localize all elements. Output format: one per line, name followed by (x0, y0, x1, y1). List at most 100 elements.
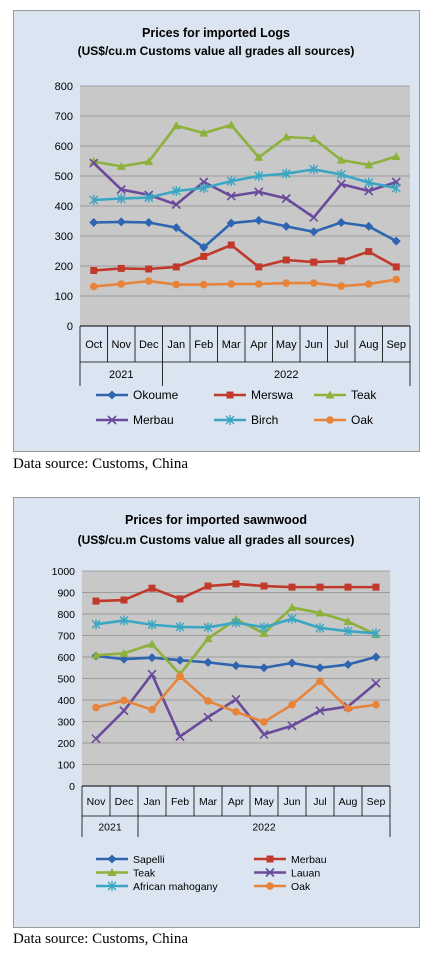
sawnwood-legend-marker (266, 882, 274, 890)
logs-series-merswa-point (200, 252, 208, 260)
sawnwood-x-tick-label: Apr (228, 796, 245, 808)
sawnwood-x-tick-label: Sep (367, 796, 386, 808)
logs-series-merswa-line (93, 243, 397, 272)
sawnwood-series-teak-point (259, 628, 269, 637)
sawnwood-series-lauan-point (203, 712, 213, 722)
logs-series-oak-point (89, 282, 98, 291)
logs-y-tick-label: 0 (67, 321, 73, 333)
logs-series-okoume-point (309, 227, 319, 237)
logs-legend-label: Birch (251, 413, 278, 427)
logs-series-merbau-point (281, 193, 291, 204)
sawnwood-series-oak-point (92, 703, 100, 712)
sawnwood-x-tick-label: Jul (313, 796, 326, 808)
logs-title: Prices for imported Logs (142, 26, 290, 40)
logs-year-label: 2022 (274, 369, 298, 381)
sawnwood-chart-panel: Prices for imported sawnwood (US$/cu.m Cu… (13, 497, 420, 928)
sawnwood-series-sapelli-point (287, 658, 297, 668)
logs-series-okoume-point (281, 221, 291, 231)
logs-series-merbau-line (92, 162, 397, 219)
sawnwood-series-sapelli-point (371, 652, 381, 662)
sawnwood-series-oak (92, 672, 380, 726)
logs-series-merswa-point (392, 263, 400, 271)
sawnwood-series-merbau-point (204, 582, 212, 590)
logs-series-merbau-point (171, 199, 181, 210)
sawnwood-series-oak-point (316, 677, 324, 685)
logs-y-tick-label: 500 (55, 171, 73, 183)
logs-legend-label: Teak (351, 388, 377, 402)
logs-series-oak-point (227, 280, 236, 288)
logs-series-birch-point (144, 192, 154, 203)
sawnwood-legend-item-lauan: Lauan (254, 868, 320, 880)
sawnwood-legend-label: Teak (133, 868, 156, 880)
logs-series-merswa-point (365, 248, 373, 256)
logs-series-oak-point (117, 280, 126, 288)
sawnwood-series-lauan-point (119, 706, 129, 716)
logs-legend-item-birch: Birch (214, 413, 278, 427)
logs-price-chart: Prices for imported Logs (US$/cu.m Custom… (55, 26, 411, 427)
sawnwood-legend-label: Merbau (291, 854, 327, 866)
logs-series-birch-point (391, 183, 401, 193)
sawnwood-series-merbau-point (120, 596, 128, 604)
logs-y-tick-label: 400 (55, 201, 73, 213)
logs-x-tick-label: Aug (359, 339, 379, 351)
logs-legend-marker (325, 390, 335, 399)
sawnwood-series-african-mahogany-point (91, 619, 101, 630)
logs-year-label: 2021 (109, 369, 133, 381)
sawnwood-series-sapelli-point (203, 657, 213, 667)
sawnwood-series-merbau (92, 580, 380, 605)
logs-series-oak-point (337, 282, 346, 290)
logs-series-merswa-point (310, 258, 318, 266)
logs-series-okoume-point (391, 236, 401, 246)
sawnwood-x-tick-label: Mar (199, 796, 218, 808)
logs-series-teak-point (364, 160, 374, 169)
logs-series-birch-point (254, 171, 264, 181)
logs-series-okoume-line (93, 219, 397, 249)
logs-y-tick-label: 700 (55, 111, 73, 123)
logs-series-merbau-point (89, 158, 99, 168)
sawnwood-legend-marker (265, 867, 275, 878)
sawnwood-legend-item-sapelli: Sapelli (96, 854, 165, 866)
sawnwood-legend-label: Lauan (291, 868, 320, 880)
sawnwood-series-merbau-point (232, 580, 240, 588)
logs-series-okoume (89, 215, 401, 252)
sawnwood-series-merbau-point (316, 583, 324, 591)
sawnwood-series-lauan-point (147, 669, 157, 679)
logs-x-tick-label: Mar (222, 339, 241, 351)
logs-series-merbau-point (336, 179, 346, 189)
sawnwood-series-oak-point (148, 705, 156, 714)
sawnwood-series-merbau-point (260, 582, 268, 590)
logs-y-tick-label: 100 (55, 291, 73, 303)
sawnwood-x-tick-label: Jan (144, 796, 161, 808)
sawnwood-series-merbau-point (148, 584, 156, 592)
logs-x-tick-label: Feb (194, 339, 213, 351)
sawnwood-series-african-mahogany-point (315, 622, 325, 633)
logs-series-teak-point (226, 120, 236, 129)
logs-series-oak-point (309, 279, 318, 287)
logs-series-okoume-point (116, 217, 126, 227)
sawnwood-series-oak-point (176, 672, 184, 681)
logs-series-teak-point (281, 132, 291, 141)
logs-series-birch-point (89, 195, 99, 205)
logs-series-teak-point (89, 157, 99, 166)
sawnwood-y-tick-label: 600 (57, 652, 75, 664)
sawnwood-x-tick-label: Aug (339, 796, 358, 808)
sawnwood-series-merbau-point (176, 595, 184, 603)
logs-x-tick-label: Jan (167, 339, 185, 351)
sawnwood-y-tick-label: 0 (69, 781, 75, 793)
logs-series-birch-point (171, 186, 181, 196)
sawnwood-series-african-mahogany-point (371, 628, 381, 639)
logs-series-merbau-point (226, 191, 236, 201)
sawnwood-series-teak-point (343, 617, 353, 626)
logs-series-okoume-point (226, 218, 236, 228)
logs-series-merswa-point (145, 265, 153, 273)
logs-series-birch-line (93, 168, 397, 202)
logs-series-teak-point (254, 152, 264, 161)
logs-series-okoume-point (336, 218, 346, 227)
logs-legend-marker (225, 415, 235, 425)
logs-series-teak-point (116, 161, 126, 170)
sawnwood-series-sapelli (91, 651, 381, 673)
sawnwood-series-african-mahogany (91, 613, 381, 639)
source-note-logs: Data source: Customs, China (13, 456, 188, 472)
sawnwood-x-tick-label: Nov (87, 796, 106, 808)
logs-series-merswa (90, 241, 400, 274)
